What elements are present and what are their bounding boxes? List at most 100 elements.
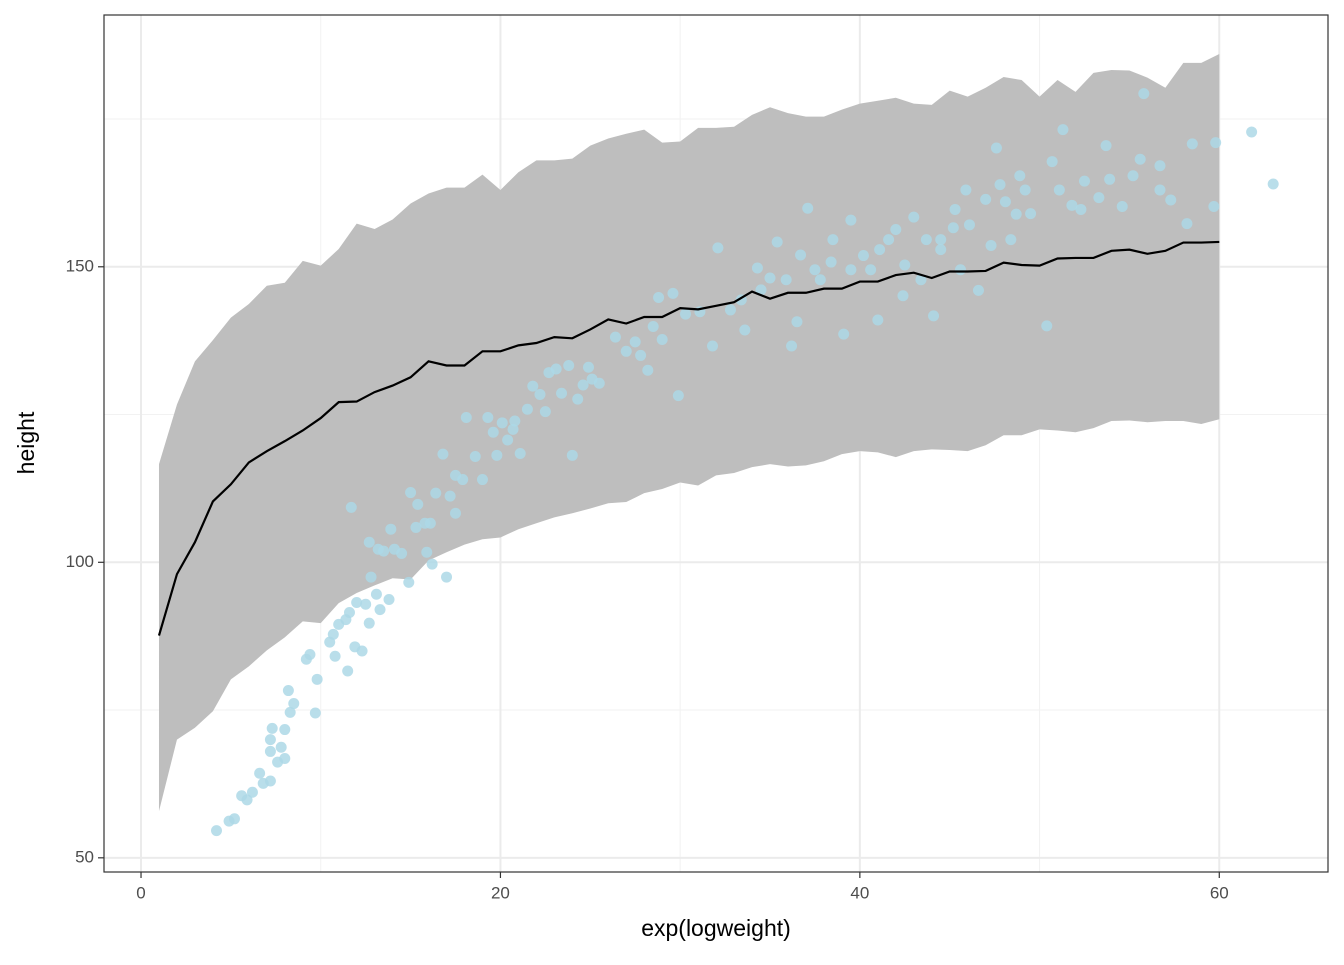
point	[266, 722, 278, 734]
point	[1093, 192, 1105, 204]
point	[1053, 184, 1065, 196]
point	[786, 340, 798, 352]
point	[460, 411, 472, 423]
point	[356, 645, 368, 657]
point	[476, 474, 488, 486]
point	[706, 340, 718, 352]
point	[935, 234, 947, 246]
point	[915, 274, 927, 286]
point	[430, 487, 442, 499]
point	[441, 571, 453, 583]
point	[329, 650, 341, 662]
point	[764, 272, 776, 284]
y-tick-label: 100	[66, 552, 94, 571]
point	[642, 364, 654, 376]
point	[999, 196, 1011, 208]
point	[572, 393, 584, 405]
panel-border	[103, 14, 1329, 873]
point	[667, 287, 679, 299]
ribbon	[158, 54, 1220, 812]
point	[827, 234, 839, 246]
point	[288, 698, 300, 710]
x-axis-title: exp(logweight)	[641, 915, 791, 941]
point	[1104, 173, 1116, 185]
point	[814, 274, 826, 286]
point	[396, 547, 408, 559]
point	[487, 426, 499, 438]
point	[509, 415, 521, 427]
point	[994, 179, 1006, 191]
point	[374, 604, 386, 616]
point	[620, 345, 632, 357]
point	[1134, 153, 1146, 165]
point	[437, 448, 449, 460]
point	[874, 244, 886, 256]
point	[920, 234, 932, 246]
point	[629, 336, 641, 348]
point	[521, 403, 533, 415]
point	[421, 546, 433, 558]
point	[908, 211, 920, 223]
point	[1014, 170, 1026, 182]
point	[539, 406, 551, 418]
point	[980, 193, 992, 205]
point	[496, 417, 508, 429]
point	[351, 596, 363, 608]
point	[1138, 88, 1150, 100]
point	[857, 250, 869, 262]
x-tick-label: 0	[136, 883, 145, 902]
point	[469, 451, 481, 463]
point	[635, 349, 647, 361]
point	[1210, 137, 1222, 149]
point	[1127, 170, 1139, 182]
point	[365, 571, 377, 583]
point	[899, 259, 911, 271]
point	[1246, 126, 1258, 138]
point	[865, 264, 877, 276]
point	[482, 411, 494, 423]
point	[791, 316, 803, 328]
point	[771, 236, 783, 248]
point	[385, 523, 397, 535]
point	[1046, 156, 1058, 168]
point	[890, 224, 902, 236]
point	[311, 673, 323, 685]
point	[883, 234, 895, 246]
point	[1208, 200, 1220, 212]
point	[582, 361, 594, 373]
point	[672, 390, 684, 402]
point	[370, 588, 382, 600]
point	[795, 249, 807, 261]
point	[246, 786, 258, 798]
point	[755, 284, 767, 296]
point	[1186, 138, 1198, 150]
point	[935, 244, 947, 256]
point	[345, 501, 357, 513]
point	[653, 292, 665, 304]
point	[1181, 218, 1193, 230]
point	[424, 517, 436, 529]
point	[1116, 200, 1128, 212]
point	[1057, 124, 1069, 136]
point	[563, 359, 575, 371]
point	[254, 767, 266, 779]
point	[550, 363, 562, 375]
point	[343, 607, 355, 619]
point	[960, 184, 972, 196]
point	[724, 304, 736, 316]
point	[1100, 140, 1112, 152]
point	[985, 240, 997, 252]
point	[378, 545, 390, 557]
point	[897, 290, 909, 302]
point	[963, 219, 975, 231]
point	[593, 377, 605, 389]
point	[1066, 199, 1078, 211]
point	[363, 617, 375, 629]
point	[972, 284, 984, 296]
point	[1078, 175, 1090, 187]
point	[1154, 184, 1166, 196]
point	[450, 507, 462, 519]
point	[241, 794, 253, 806]
point	[426, 558, 438, 570]
